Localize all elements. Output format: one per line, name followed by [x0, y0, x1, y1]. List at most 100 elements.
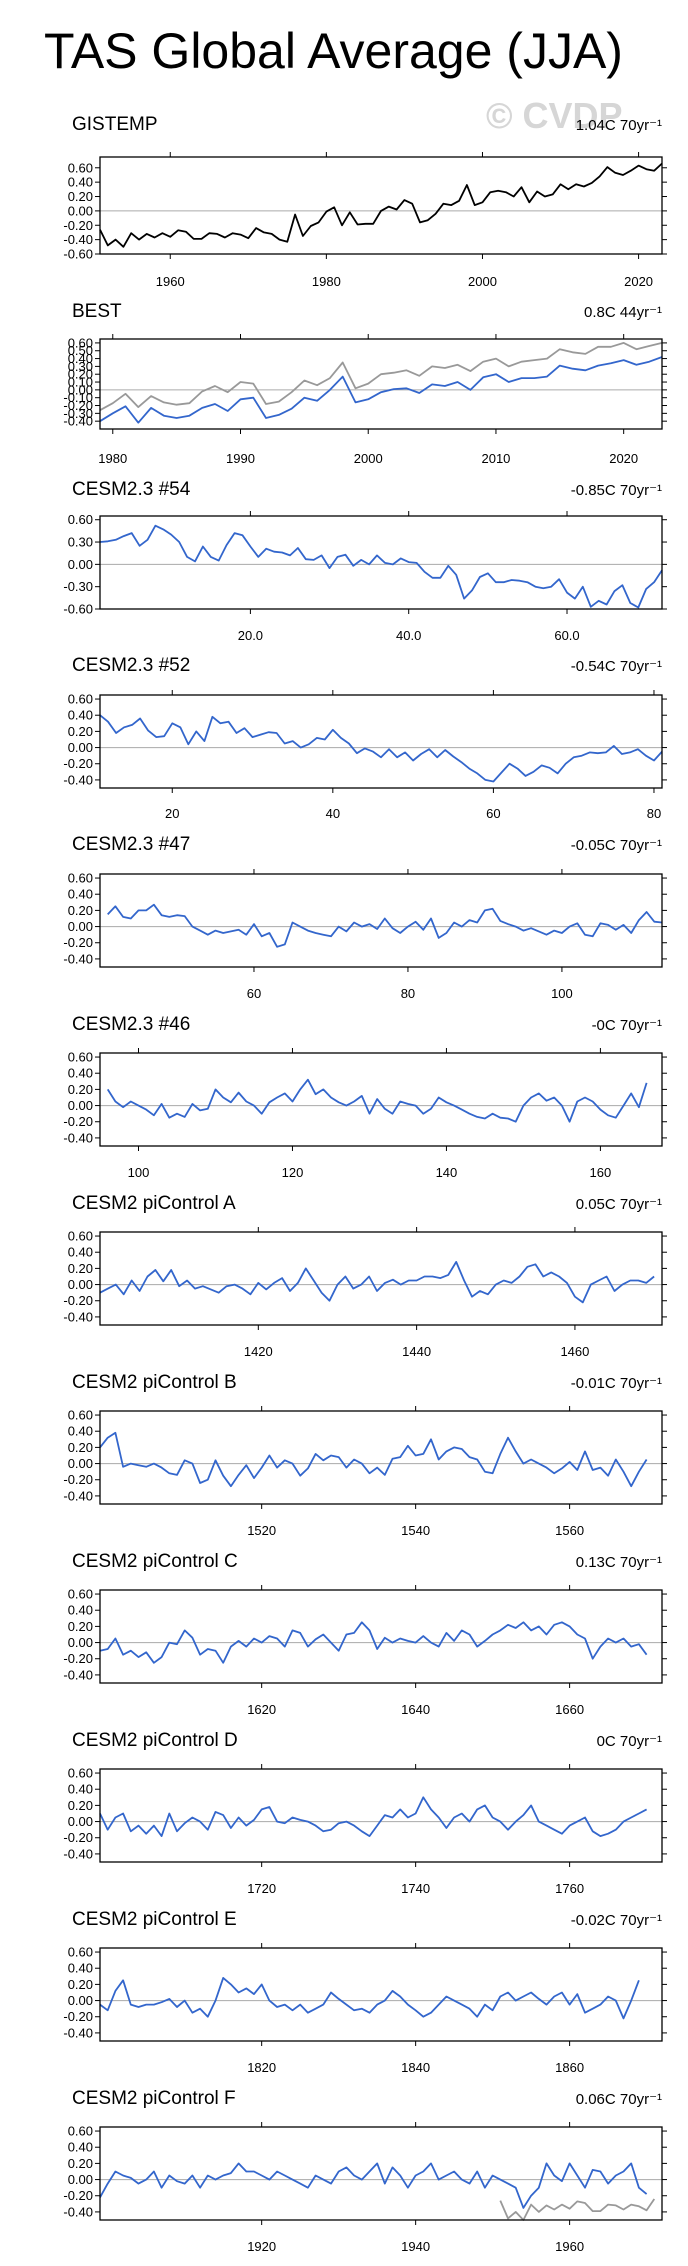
- x-tick-label: 1420: [244, 1344, 273, 1359]
- y-tick-label: -0.60: [63, 602, 93, 617]
- plot-frame: [99, 1410, 663, 1505]
- x-tick-label: 1940: [401, 2239, 430, 2254]
- series-line: [99, 2162, 648, 2209]
- x-tick-label: 40.0: [396, 628, 421, 643]
- x-tick-label: 120: [282, 1165, 304, 1180]
- plot-frame: [99, 1947, 663, 2042]
- y-tick-label: 0.60: [68, 1587, 93, 1602]
- chart-panel: CESM2 piControl B -0.01C 70yr⁻¹ -0.40-0.20…: [63, 1372, 667, 1538]
- y-tick-label: -0.20: [63, 1651, 93, 1666]
- y-tick-label: -0.20: [63, 756, 93, 771]
- series-line: [99, 1621, 648, 1664]
- x-tick-label: 1660: [555, 1702, 584, 1717]
- y-tick-label: 0.20: [68, 1977, 93, 1992]
- x-tick-label: 1920: [247, 2239, 276, 2254]
- y-tick-label: 0.40: [68, 1424, 93, 1439]
- y-tick-label: 0.00: [68, 203, 93, 218]
- x-tick-label: 80: [647, 806, 661, 821]
- x-tick-label: 1640: [401, 1702, 430, 1717]
- x-tick-label: 1960: [156, 274, 185, 289]
- cvdp-watermark: © CVDP: [486, 95, 623, 136]
- trend-label: -0.85C 70yr⁻¹: [571, 482, 662, 499]
- y-tick-label: 0.20: [68, 903, 93, 918]
- y-tick-label: 0.00: [68, 1814, 93, 1829]
- y-tick-label: 0.40: [68, 1961, 93, 1976]
- trend-label: 0C 70yr⁻¹: [597, 1733, 662, 1750]
- x-tick-label: 160: [590, 1165, 612, 1180]
- x-tick-label: 1860: [555, 2060, 584, 2075]
- plot-frame: [99, 1052, 663, 1147]
- y-tick-label: 0.40: [68, 1245, 93, 1260]
- y-tick-label: -0.60: [63, 247, 93, 262]
- chart-panel: CESM2 piControl C 0.13C 70yr⁻¹-0.40-0.200…: [63, 1551, 667, 1717]
- x-tick-label: 1960: [555, 2239, 584, 2254]
- y-tick-label: 0.60: [68, 1229, 93, 1244]
- x-tick-label: 1540: [401, 1523, 430, 1538]
- trend-label: 0.05C 70yr⁻¹: [576, 1196, 662, 1213]
- plot-frame: [99, 1231, 663, 1326]
- y-tick-label: 0.60: [68, 1766, 93, 1781]
- trend-label: 0.06C 70yr⁻¹: [576, 2091, 662, 2108]
- y-tick-label: 0.00: [68, 1456, 93, 1471]
- y-tick-label: -0.40: [63, 2204, 93, 2219]
- chart-panel: GISTEMP 1.04C 70yr⁻¹-0.60-0.40-0.200.000.…: [63, 114, 667, 289]
- y-tick-label: 0.60: [68, 160, 93, 175]
- y-tick-label: 0.40: [68, 175, 93, 190]
- x-tick-label: 2000: [354, 451, 383, 466]
- chart-panel: CESM2 piControl D 0C 70yr⁻¹ -0.40-0.200.00…: [63, 1730, 667, 1896]
- panel-title: CESM2 piControl A: [72, 1193, 236, 1214]
- y-tick-label: 0.20: [68, 1440, 93, 1455]
- y-tick-label: -0.20: [63, 1114, 93, 1129]
- series-line: [499, 2198, 656, 2221]
- y-tick-label: 0.20: [68, 1261, 93, 1276]
- y-tick-label: 0.00: [68, 1277, 93, 1292]
- chart-panel: CESM2.3 #46 -0C 70yr⁻¹-0.40-0.200.000.200…: [63, 1014, 667, 1180]
- y-tick-label: 0.40: [68, 2140, 93, 2155]
- x-tick-label: 1820: [247, 2060, 276, 2075]
- panel-title: CESM2.3 #47: [72, 834, 190, 855]
- y-tick-label: 0.60: [68, 692, 93, 707]
- y-tick-label: 0.20: [68, 1619, 93, 1634]
- y-tick-label: -0.40: [63, 951, 93, 966]
- y-tick-label: -0.40: [63, 1846, 93, 1861]
- series-line: [107, 903, 663, 948]
- y-tick-label: 0.40: [68, 887, 93, 902]
- trend-label: -0.01C 70yr⁻¹: [571, 1375, 662, 1392]
- x-tick-label: 2000: [468, 274, 497, 289]
- trend-label: -0.54C 70yr⁻¹: [571, 658, 662, 675]
- y-tick-label: -0.40: [63, 232, 93, 247]
- series-line: [99, 524, 663, 609]
- series-line: [106, 1078, 648, 1123]
- x-tick-label: 1460: [560, 1344, 589, 1359]
- panel-title: CESM2 piControl D: [72, 1730, 238, 1751]
- panel-title: CESM2 piControl C: [72, 1551, 238, 1572]
- x-tick-label: 60: [486, 806, 500, 821]
- chart-panel: CESM2.3 #54 -0.85C 70yr⁻¹ -0.60 -0.30 0.00 0.…: [63, 479, 667, 643]
- y-tick-label: 0.40: [68, 708, 93, 723]
- series-line: [99, 162, 663, 248]
- x-tick-label: 140: [436, 1165, 458, 1180]
- y-tick-label: -0.20: [63, 1472, 93, 1487]
- trend-label: 0.13C 70yr⁻¹: [576, 1554, 662, 1571]
- x-tick-label: 1990: [226, 451, 255, 466]
- x-tick-label: 20.0: [238, 628, 263, 643]
- x-tick-label: 80: [401, 986, 415, 1001]
- plot-frame: [99, 1768, 663, 1863]
- y-tick-label: 0.60: [68, 335, 93, 350]
- y-tick-label: -0.20: [63, 218, 93, 233]
- x-tick-label: 2020: [609, 451, 638, 466]
- plot-frame: [99, 156, 663, 255]
- trend-label: 0.8C 44yr⁻¹: [584, 304, 662, 321]
- y-tick-label: 0.00: [68, 2172, 93, 2187]
- y-tick-label: -0.40: [63, 1309, 93, 1324]
- panel-title: GISTEMP: [72, 114, 158, 135]
- plot-frame: [99, 694, 663, 789]
- y-tick-label: 0.20: [68, 724, 93, 739]
- x-tick-label: 100: [128, 1165, 150, 1180]
- trend-label: -0C 70yr⁻¹: [592, 1017, 662, 1034]
- x-tick-label: 1980: [98, 451, 127, 466]
- plot-frame: [99, 873, 663, 968]
- trend-label: -0.02C 70yr⁻¹: [571, 1912, 662, 1929]
- y-tick-label: -0.20: [63, 935, 93, 950]
- y-tick-label: 0.40: [68, 351, 93, 366]
